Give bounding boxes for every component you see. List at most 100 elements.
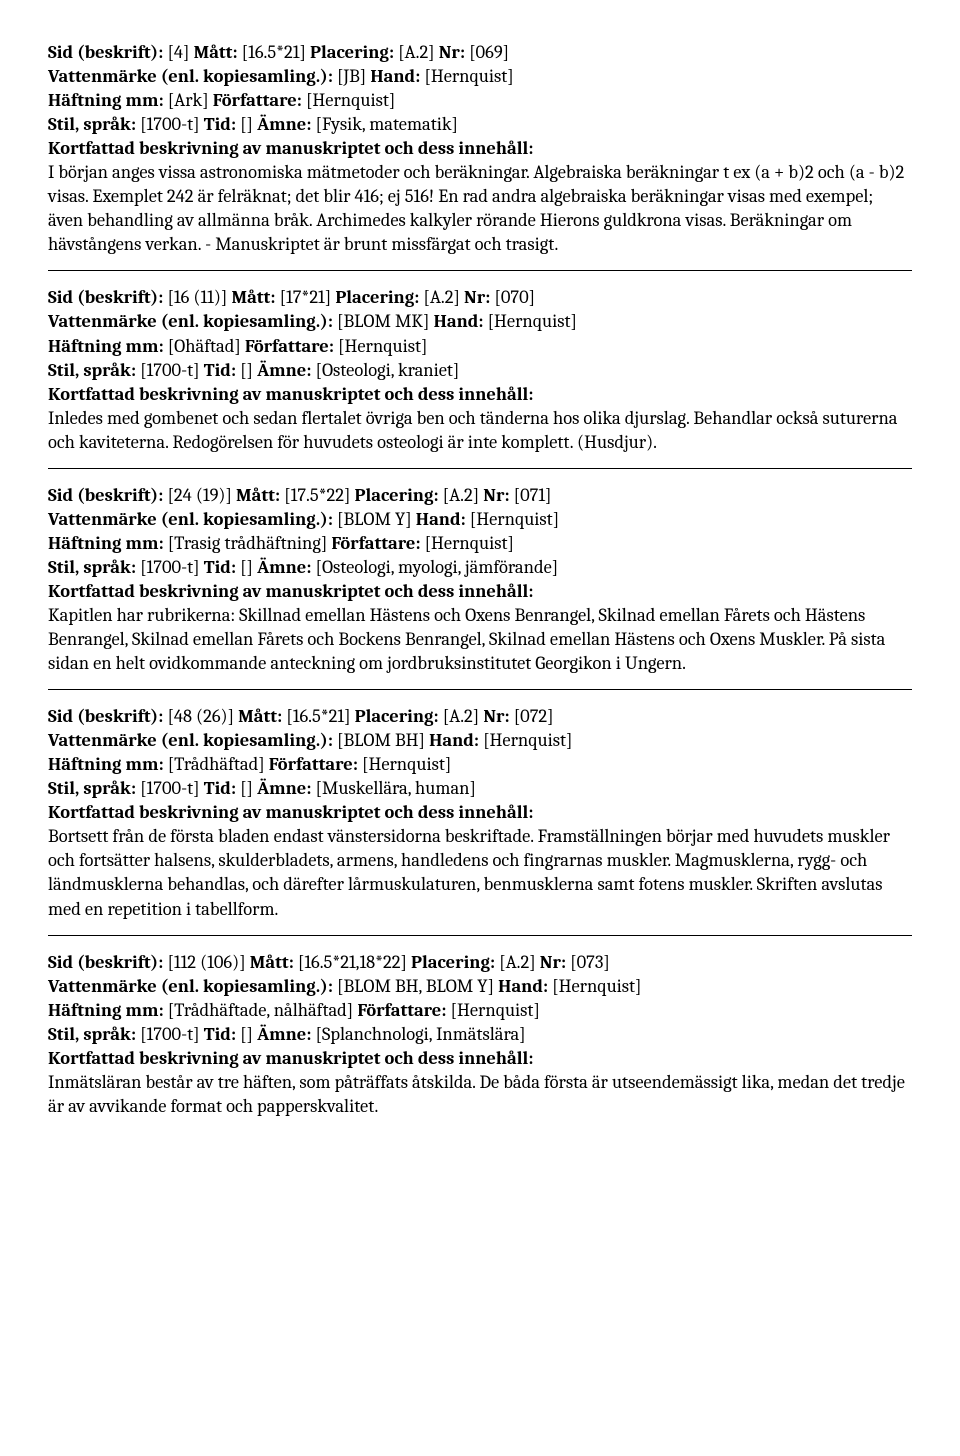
- value-haftning: [Ark]: [168, 89, 213, 111]
- value-placering: [A.2]: [499, 951, 540, 973]
- value-haftning: [Ohäftad]: [168, 335, 245, 357]
- desc-heading: Kortfattad beskrivning av manuskriptet o…: [48, 579, 912, 603]
- value-vattenmarke: [BLOM BH]: [337, 729, 429, 751]
- value-haftning: [Trådhäftad]: [168, 753, 269, 775]
- value-matt: [16.5*21,18*22]: [298, 951, 411, 973]
- value-placering: [A.2]: [443, 705, 484, 727]
- value-hand: [Hernquist]: [488, 310, 577, 332]
- label-tid: Tid:: [204, 359, 240, 381]
- value-matt: [17*21]: [280, 286, 336, 308]
- label-sid: Sid (beskrift):: [48, 705, 167, 727]
- value-vattenmarke: [BLOM Y]: [337, 508, 416, 530]
- value-tid: []: [240, 359, 257, 381]
- label-amne: Ämne:: [257, 1023, 315, 1045]
- label-vattenmarke: Vattenmärke (enl. kopiesamling.):: [48, 508, 337, 530]
- value-amne: [Osteologi, myologi, jämförande]: [316, 556, 559, 578]
- label-sid: Sid (beskrift):: [48, 286, 167, 308]
- label-vattenmarke: Vattenmärke (enl. kopiesamling.):: [48, 975, 337, 997]
- label-sid: Sid (beskrift):: [48, 41, 167, 63]
- value-haftning: [Trasig trådhäftning]: [168, 532, 332, 554]
- label-stil: Stil, språk:: [48, 113, 140, 135]
- label-hand: Hand:: [434, 310, 488, 332]
- label-haftning: Häftning mm:: [48, 532, 168, 554]
- value-tid: []: [240, 777, 257, 799]
- meta-line-3: Häftning mm: [Trådhäftad] Författare: [H…: [48, 752, 912, 776]
- label-amne: Ämne:: [257, 359, 315, 381]
- label-tid: Tid:: [204, 113, 240, 135]
- label-stil: Stil, språk:: [48, 556, 140, 578]
- label-placering: Placering:: [411, 951, 499, 973]
- record-separator: [48, 270, 912, 271]
- label-stil: Stil, språk:: [48, 777, 140, 799]
- label-hand: Hand:: [498, 975, 552, 997]
- value-stil: [1700-t]: [140, 359, 204, 381]
- record-separator: [48, 689, 912, 690]
- label-placering: Placering:: [310, 41, 398, 63]
- value-hand: [Hernquist]: [470, 508, 559, 530]
- label-matt: Mått:: [231, 286, 279, 308]
- value-matt: [16.5*21]: [242, 41, 310, 63]
- value-amne: [Splanchnologi, Inmätslära]: [316, 1023, 526, 1045]
- meta-line-1: Sid (beskrift): [48 (26)] Mått: [16.5*21…: [48, 704, 912, 728]
- manuscript-record: Sid (beskrift): [112 (106)] Mått: [16.5*…: [48, 950, 912, 1118]
- label-haftning: Häftning mm:: [48, 335, 168, 357]
- label-tid: Tid:: [204, 556, 240, 578]
- value-haftning: [Trådhäftade, nålhäftad]: [168, 999, 358, 1021]
- desc-heading: Kortfattad beskrivning av manuskriptet o…: [48, 1046, 912, 1070]
- label-matt: Mått:: [194, 41, 242, 63]
- desc-body: Kapitlen har rubrikerna: Skillnad emella…: [48, 603, 912, 675]
- meta-line-2: Vattenmärke (enl. kopiesamling.): [BLOM …: [48, 974, 912, 998]
- desc-body: Bortsett från de första bladen endast vä…: [48, 824, 912, 920]
- meta-line-1: Sid (beskrift): [24 (19)] Mått: [17.5*22…: [48, 483, 912, 507]
- value-stil: [1700-t]: [140, 113, 204, 135]
- label-stil: Stil, språk:: [48, 359, 140, 381]
- manuscript-record: Sid (beskrift): [24 (19)] Mått: [17.5*22…: [48, 483, 912, 675]
- value-forfattare: [Hernquist]: [425, 532, 514, 554]
- label-nr: Nr:: [483, 705, 513, 727]
- value-tid: []: [240, 113, 257, 135]
- manuscript-record: Sid (beskrift): [16 (11)] Mått: [17*21] …: [48, 285, 912, 453]
- meta-line-3: Häftning mm: [Trasig trådhäftning] Förfa…: [48, 531, 912, 555]
- label-hand: Hand:: [370, 65, 424, 87]
- desc-body: Inledes med gombenet och sedan flertalet…: [48, 406, 912, 454]
- label-matt: Mått:: [238, 705, 286, 727]
- label-haftning: Häftning mm:: [48, 89, 168, 111]
- value-forfattare: [Hernquist]: [306, 89, 395, 111]
- value-nr: [070]: [494, 286, 535, 308]
- value-vattenmarke: [JB]: [337, 65, 370, 87]
- value-hand: [Hernquist]: [483, 729, 572, 751]
- label-placering: Placering:: [355, 484, 443, 506]
- label-amne: Ämne:: [257, 113, 315, 135]
- value-stil: [1700-t]: [140, 556, 204, 578]
- value-tid: []: [240, 1023, 257, 1045]
- label-forfattare: Författare:: [357, 999, 450, 1021]
- value-placering: [A.2]: [398, 41, 439, 63]
- label-nr: Nr:: [483, 484, 513, 506]
- value-sid: [4]: [167, 41, 193, 63]
- label-matt: Mått:: [236, 484, 284, 506]
- value-placering: [A.2]: [443, 484, 484, 506]
- meta-line-2: Vattenmärke (enl. kopiesamling.): [JB] H…: [48, 64, 912, 88]
- value-matt: [16.5*21]: [286, 705, 354, 727]
- label-nr: Nr:: [540, 951, 570, 973]
- desc-heading: Kortfattad beskrivning av manuskriptet o…: [48, 382, 912, 406]
- value-hand: [Hernquist]: [424, 65, 513, 87]
- meta-line-2: Vattenmärke (enl. kopiesamling.): [BLOM …: [48, 728, 912, 752]
- meta-line-4: Stil, språk: [1700-t] Tid: [] Ämne: [Ost…: [48, 555, 912, 579]
- value-forfattare: [Hernquist]: [338, 335, 427, 357]
- label-tid: Tid:: [204, 1023, 240, 1045]
- value-sid: [112 (106)]: [167, 951, 249, 973]
- value-nr: [072]: [514, 705, 554, 727]
- label-nr: Nr:: [464, 286, 494, 308]
- meta-line-1: Sid (beskrift): [16 (11)] Mått: [17*21] …: [48, 285, 912, 309]
- label-haftning: Häftning mm:: [48, 753, 168, 775]
- manuscript-record: Sid (beskrift): [48 (26)] Mått: [16.5*21…: [48, 704, 912, 920]
- label-stil: Stil, språk:: [48, 1023, 140, 1045]
- desc-body: Inmätsläran består av tre häften, som på…: [48, 1070, 912, 1118]
- label-forfattare: Författare:: [331, 532, 424, 554]
- label-sid: Sid (beskrift):: [48, 484, 167, 506]
- label-placering: Placering:: [335, 286, 423, 308]
- meta-line-3: Häftning mm: [Ohäftad] Författare: [Hern…: [48, 334, 912, 358]
- meta-line-4: Stil, språk: [1700-t] Tid: [] Ämne: [Fys…: [48, 112, 912, 136]
- label-hand: Hand:: [416, 508, 470, 530]
